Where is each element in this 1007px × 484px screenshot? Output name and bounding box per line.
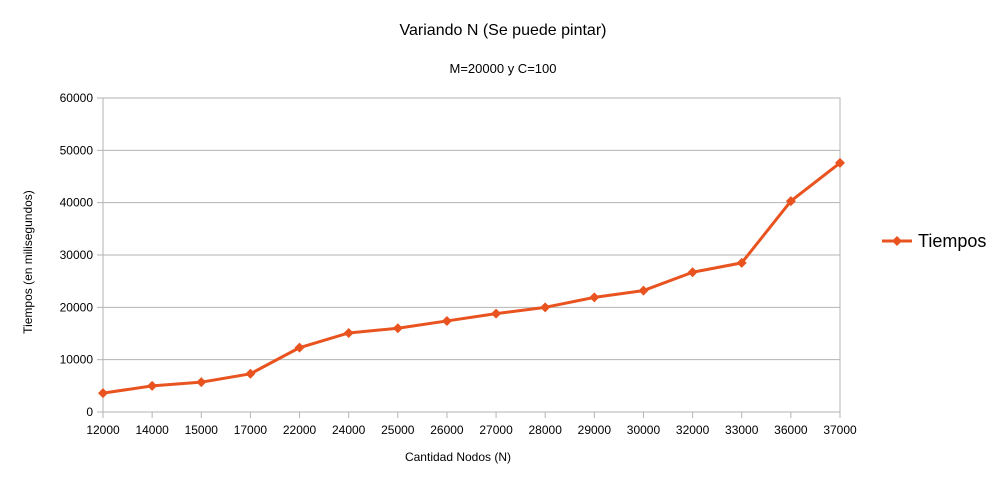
- legend: Tiempos: [882, 231, 986, 251]
- data-point: [835, 157, 845, 168]
- x-tick-label: 37000: [823, 423, 857, 437]
- y-tick-label: 50000: [60, 143, 94, 157]
- data-point: [196, 377, 207, 388]
- y-tick-label: 30000: [60, 248, 94, 262]
- chart-subtitle: M=20000 y C=100: [450, 61, 557, 76]
- x-tick-label: 25000: [381, 423, 415, 437]
- data-point: [589, 292, 600, 303]
- y-tick-label: 40000: [60, 196, 94, 210]
- y-tick-label: 0: [86, 405, 93, 419]
- data-point: [147, 380, 158, 391]
- x-tick-label: 17000: [234, 423, 268, 437]
- x-tick-label: 12000: [86, 423, 120, 437]
- x-tick-label: 27000: [479, 423, 513, 437]
- x-tick-label: 14000: [135, 423, 169, 437]
- plot-area-border: [102, 97, 841, 413]
- data-point: [736, 257, 747, 268]
- y-axis-ticks: 0 10000 20000 30000 40000 50000 60000: [60, 91, 103, 419]
- data-point: [245, 368, 256, 379]
- y-tick-label: 10000: [60, 353, 94, 367]
- x-tick-label: 33000: [725, 423, 759, 437]
- data-point: [687, 267, 698, 278]
- x-tick-label: 22000: [283, 423, 317, 437]
- chart-title: Variando N (Se puede pintar): [400, 22, 607, 39]
- data-point: [441, 315, 452, 326]
- x-tick-label: 15000: [185, 423, 219, 437]
- data-point: [491, 308, 502, 319]
- legend-marker: [892, 236, 902, 246]
- x-tick-label: 24000: [332, 423, 366, 437]
- x-tick-label: 36000: [774, 423, 808, 437]
- y-tick-label: 60000: [60, 91, 94, 105]
- data-point: [638, 285, 649, 296]
- data-point: [540, 302, 551, 313]
- data-point: [98, 388, 108, 399]
- x-tick-label: 28000: [529, 423, 563, 437]
- series-line: [102, 161, 841, 395]
- data-point: [294, 342, 305, 353]
- data-point: [392, 323, 403, 334]
- gridlines: [103, 97, 840, 413]
- x-tick-label: 32000: [676, 423, 710, 437]
- series-group: [98, 157, 845, 399]
- y-tick-label: 20000: [60, 300, 94, 314]
- x-tick-label: 29000: [578, 423, 612, 437]
- x-axis-ticks: 12000 14000 15000 17000 22000 24000 25000 26000…: [86, 412, 857, 437]
- data-point: [785, 196, 796, 207]
- x-axis-label: Cantidad Nodos (N): [405, 450, 511, 464]
- x-tick-label: 30000: [627, 423, 661, 437]
- legend-label: Tiempos: [918, 231, 986, 251]
- y-axis-label: Tiempos (en milisegundos): [21, 190, 35, 334]
- data-point: [343, 327, 354, 338]
- x-tick-label: 26000: [430, 423, 464, 437]
